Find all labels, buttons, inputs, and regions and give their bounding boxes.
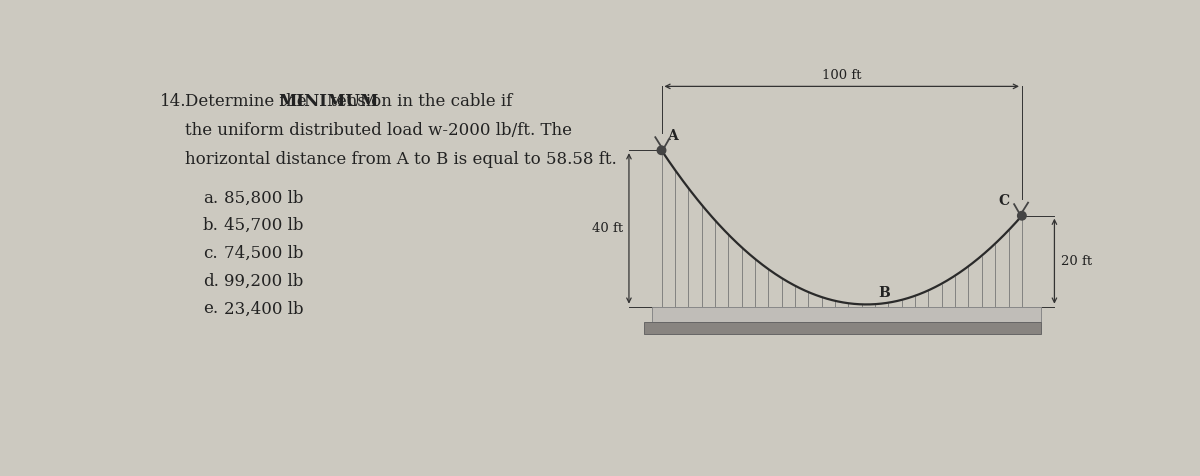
Text: 14.: 14. [160,92,186,109]
Text: 99,200 lb: 99,200 lb [223,273,302,290]
Text: Determine the: Determine the [185,92,312,109]
Bar [644,322,1042,334]
Text: MINIMUM: MINIMUM [278,92,379,109]
Text: a.: a. [203,189,218,207]
Text: 45,700 lb: 45,700 lb [223,217,304,234]
Text: B: B [878,287,889,300]
Text: horizontal distance from A to B is equal to 58.58 ft.: horizontal distance from A to B is equal… [185,151,617,168]
Circle shape [1018,211,1026,220]
Text: 23,400 lb: 23,400 lb [223,300,304,317]
Text: C: C [998,194,1009,208]
Text: 100 ft: 100 ft [822,69,862,82]
Text: c.: c. [203,245,217,262]
Text: b.: b. [203,217,218,234]
Text: 85,800 lb: 85,800 lb [223,189,304,207]
Text: tension in the cable if: tension in the cable if [325,92,512,109]
Text: e.: e. [203,300,218,317]
Text: 74,500 lb: 74,500 lb [223,245,304,262]
Text: d.: d. [203,273,218,290]
Text: the uniform distributed load w‐2000 lb/ft. The: the uniform distributed load w‐2000 lb/f… [185,122,572,139]
Text: 40 ft: 40 ft [592,222,623,235]
Text: 20 ft: 20 ft [1061,255,1092,268]
Circle shape [658,146,666,155]
Bar [653,307,1042,322]
Text: A: A [667,129,678,143]
